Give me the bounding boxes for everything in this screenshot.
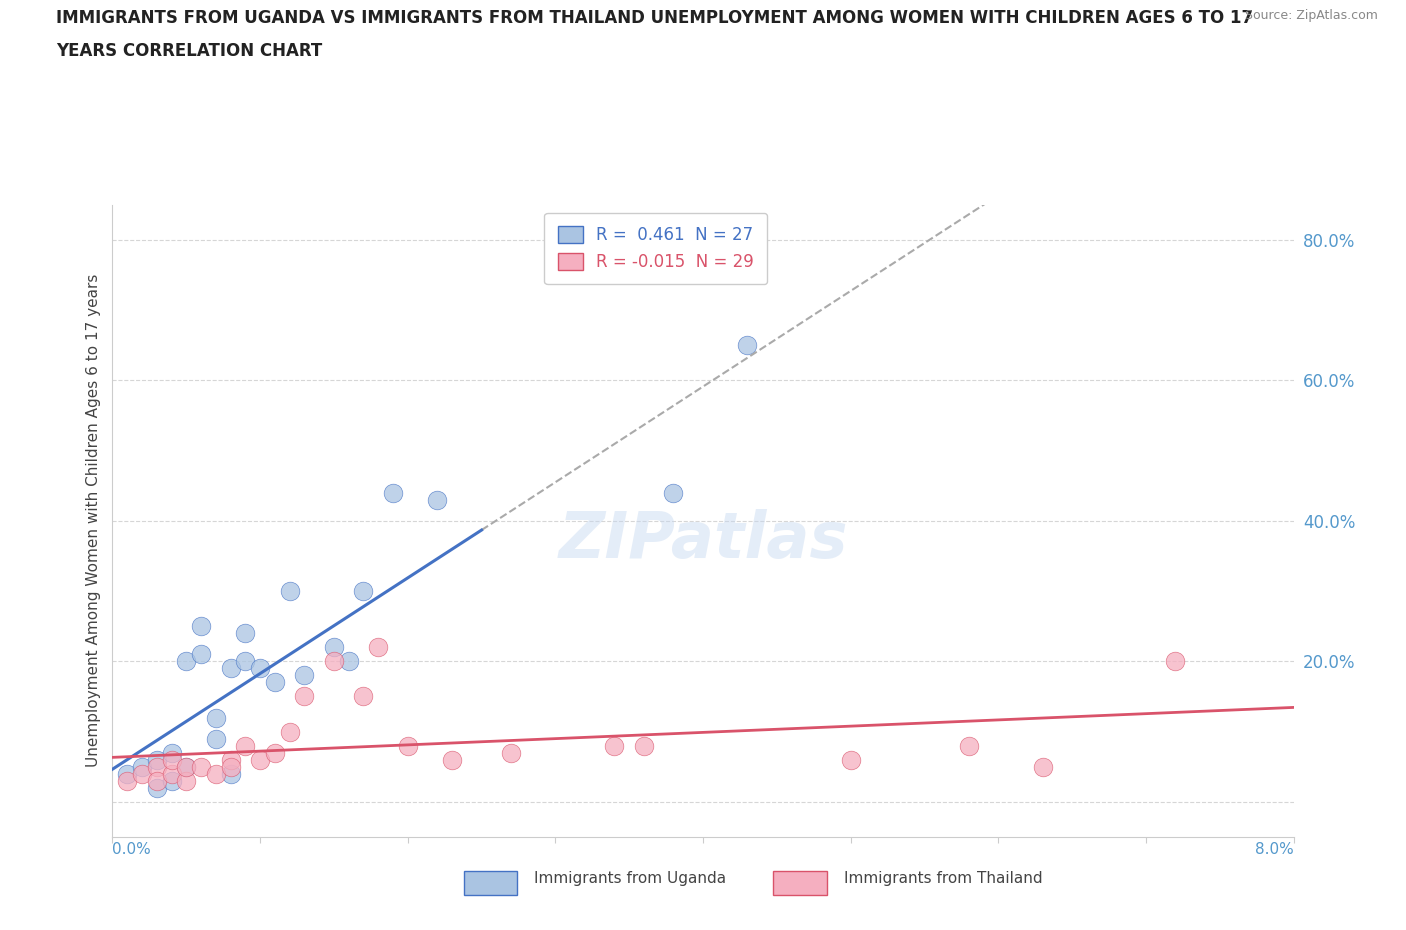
Point <box>441 752 464 767</box>
Text: ZIPatlas: ZIPatlas <box>558 509 848 571</box>
Point <box>205 766 228 781</box>
Point <box>190 618 212 633</box>
Point <box>131 759 153 774</box>
Point <box>426 492 449 507</box>
Point <box>278 724 301 739</box>
Point <box>323 640 346 655</box>
Point <box>205 731 228 746</box>
Point <box>233 626 256 641</box>
Point <box>737 338 759 352</box>
Point <box>278 584 301 599</box>
Text: YEARS CORRELATION CHART: YEARS CORRELATION CHART <box>56 42 322 60</box>
Point <box>264 745 287 760</box>
Point <box>131 766 153 781</box>
Point <box>174 759 197 774</box>
Point <box>160 745 183 760</box>
Point <box>160 752 183 767</box>
Text: Source: ZipAtlas.com: Source: ZipAtlas.com <box>1244 9 1378 22</box>
Text: 8.0%: 8.0% <box>1254 842 1294 857</box>
Point <box>219 766 242 781</box>
Point <box>174 654 197 669</box>
Point <box>603 738 626 753</box>
Point <box>323 654 346 669</box>
Point <box>190 759 212 774</box>
Point <box>249 752 271 767</box>
Point <box>382 485 405 500</box>
Point <box>1164 654 1187 669</box>
Point <box>249 661 271 676</box>
Legend: R =  0.461  N = 27, R = -0.015  N = 29: R = 0.461 N = 27, R = -0.015 N = 29 <box>544 213 768 285</box>
Point <box>1032 759 1054 774</box>
Point <box>174 759 197 774</box>
Point <box>146 774 169 789</box>
Point <box>205 711 228 725</box>
Point <box>174 774 197 789</box>
Text: Immigrants from Uganda: Immigrants from Uganda <box>534 871 727 886</box>
Point <box>219 759 242 774</box>
Point <box>146 759 169 774</box>
Point <box>264 675 287 690</box>
Point <box>957 738 980 753</box>
Point <box>233 654 256 669</box>
Point <box>160 774 183 789</box>
Point <box>292 689 315 704</box>
Point <box>117 766 138 781</box>
Point <box>146 780 169 795</box>
Point <box>352 689 374 704</box>
Point <box>501 745 523 760</box>
Text: Immigrants from Thailand: Immigrants from Thailand <box>844 871 1042 886</box>
Text: IMMIGRANTS FROM UGANDA VS IMMIGRANTS FROM THAILAND UNEMPLOYMENT AMONG WOMEN WITH: IMMIGRANTS FROM UGANDA VS IMMIGRANTS FRO… <box>56 9 1253 27</box>
Point <box>367 640 389 655</box>
Point <box>146 752 169 767</box>
Point <box>839 752 862 767</box>
Text: 0.0%: 0.0% <box>112 842 152 857</box>
Point <box>662 485 685 500</box>
Point <box>292 668 315 683</box>
Point <box>160 766 183 781</box>
Point <box>233 738 256 753</box>
Point <box>337 654 360 669</box>
Point <box>633 738 655 753</box>
Point <box>117 774 138 789</box>
Y-axis label: Unemployment Among Women with Children Ages 6 to 17 years: Unemployment Among Women with Children A… <box>86 274 101 767</box>
Point <box>219 752 242 767</box>
Point <box>219 661 242 676</box>
Point <box>352 584 374 599</box>
Point <box>396 738 419 753</box>
Point <box>190 647 212 662</box>
